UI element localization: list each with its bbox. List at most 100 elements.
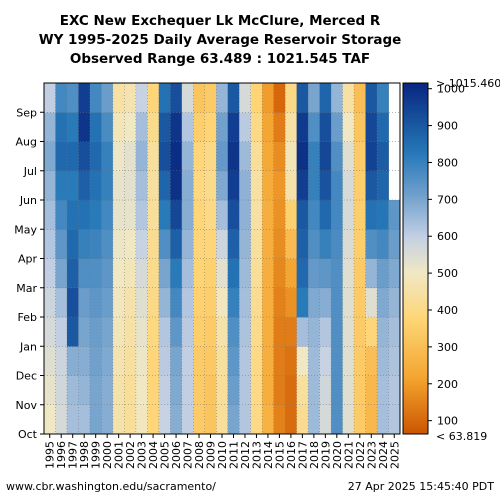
x-tick-label: 2022 [354,441,367,469]
heatmap-cell [365,375,378,406]
colorbar-tick-label: 800 [437,156,458,169]
heatmap-cell [78,404,91,435]
heatmap-cell [354,287,366,318]
y-tick-label: Aug [16,136,37,149]
heatmap-cell [239,200,252,230]
heatmap-cell [262,83,275,113]
heatmap-cell [285,258,298,289]
heatmap-cell [250,404,263,435]
heatmap-cell [181,346,194,376]
heatmap-cell [308,346,321,376]
heatmap-cell [147,346,160,376]
heatmap-cell [262,170,275,201]
heatmap-cell [55,83,68,113]
heatmap-cell [147,258,160,289]
heatmap-cell [101,170,114,201]
heatmap-cell [273,200,286,230]
heatmap-cell [273,170,286,201]
colorbar [402,82,429,435]
heatmap-cell [158,83,171,113]
x-tick-label: 1999 [90,441,103,469]
heatmap-cell [44,141,56,172]
heatmap-cell [227,200,240,230]
heatmap-cell [285,317,298,347]
colorbar-tick-label: 600 [437,230,458,243]
y-axis-month-ticks: Oct Nov Dec Jan Feb Mar Apr May Jun Jul Aug Sep [14,106,44,441]
heatmap-cell [66,258,79,289]
heatmap-cell [262,287,275,318]
y-tick-label: Jul [23,165,37,178]
heatmap-cell [135,141,148,172]
x-tick-label: 2023 [365,441,378,469]
heatmap-cell [101,346,114,376]
heatmap-cell [89,83,102,113]
heatmap-cell [331,200,343,230]
heatmap-cell [101,287,114,318]
heatmap-cell [388,404,401,435]
heatmap-cell [204,346,217,376]
heatmap-cell [216,112,229,142]
x-tick-label: 2018 [308,441,321,469]
heatmap-cell [112,170,125,201]
heatmap-cell [55,346,68,376]
x-tick-label: 2002 [124,441,137,469]
heatmap-cell [262,317,275,347]
heatmap-cell [78,170,91,201]
heatmap-cell [319,229,332,259]
heatmap-cell [204,229,217,259]
heatmap-cell [319,346,332,376]
heatmap-cell [342,317,355,347]
heatmap-cell [285,141,298,172]
x-tick-label: 2025 [388,441,401,469]
heatmap-cell [285,346,298,376]
heatmap-cell [308,375,321,406]
heatmap-cell [388,229,401,259]
heatmap-cell [216,83,229,113]
heatmap-cell [377,346,389,376]
heatmap-cell [377,141,389,172]
heatmap-cell [66,404,79,435]
heatmap-cell [89,229,102,259]
heatmap-cell [342,141,355,172]
heatmap-cell [170,346,183,376]
x-tick-label: 2004 [147,441,160,469]
heatmap-cell [147,229,160,259]
heatmap-cell [296,375,309,406]
heatmap-cell [170,170,183,201]
y-tick-label: Sep [16,106,37,119]
heatmap-cell [124,170,137,201]
heatmap-cell [66,200,79,230]
heatmap-cell [250,317,263,347]
heatmap-cell [239,287,252,318]
heatmap-cell [44,83,56,113]
heatmap-cell [44,317,56,347]
heatmap-cell [216,375,229,406]
heatmap-cell [262,258,275,289]
heatmap-cell [331,404,343,435]
y-tick-label: Oct [18,428,38,441]
heatmap-cell [308,404,321,435]
heatmap-cell [296,404,309,435]
heatmap-cell [227,404,240,435]
heatmap-cell [44,112,56,142]
heatmap-cell [365,317,378,347]
heatmap-cell [250,141,263,172]
heatmap-cell [216,229,229,259]
heatmap-cell [273,404,286,435]
heatmap-cell [101,258,114,289]
heatmap-cell [124,287,137,318]
heatmap-cell [204,170,217,201]
heatmap-cell [365,141,378,172]
heatmap-cell [147,141,160,172]
heatmap-cell [66,170,79,201]
heatmap-cell [342,258,355,289]
heatmap-cell [112,287,125,318]
heatmap-cell [66,141,79,172]
heatmap-cell [342,287,355,318]
heatmap-cell [135,200,148,230]
x-tick-label: 2017 [296,441,309,469]
heatmap-cell [331,258,343,289]
heatmap-cell [158,112,171,142]
heatmap-cell [296,287,309,318]
heatmap-cell [331,141,343,172]
